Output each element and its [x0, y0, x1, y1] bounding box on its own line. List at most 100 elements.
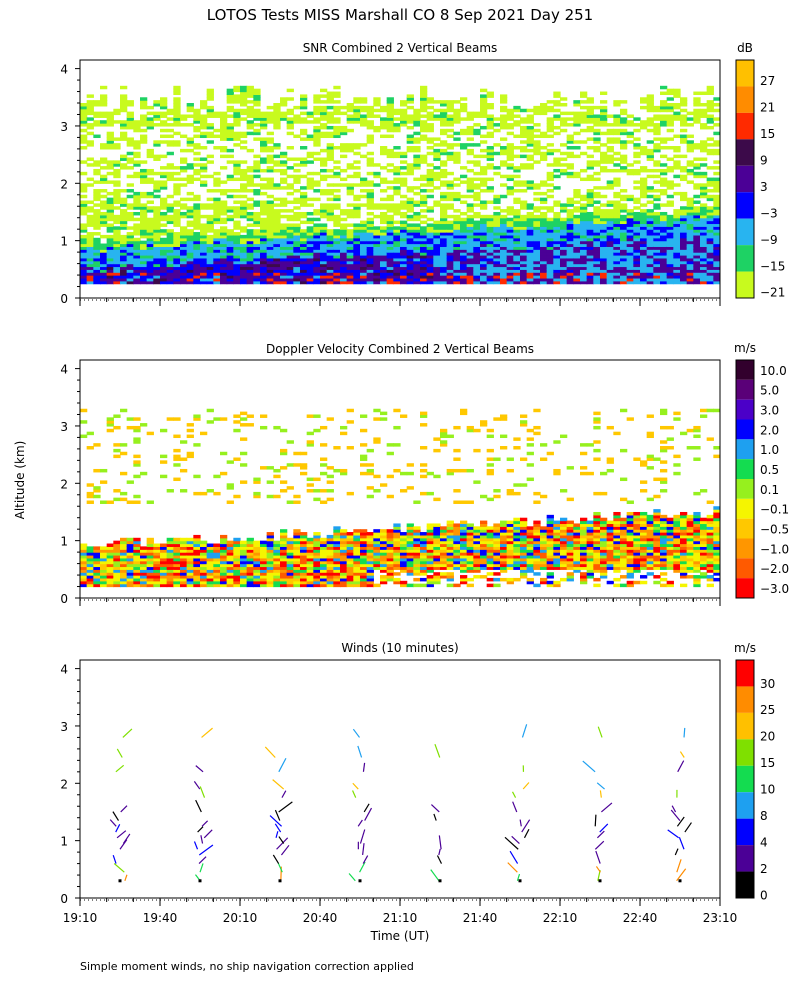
snr-cell — [253, 128, 261, 133]
snr-cell — [706, 246, 714, 250]
snr-cell — [660, 183, 668, 187]
snr-cell — [413, 163, 421, 167]
snr-cell — [433, 137, 441, 141]
snr-cell — [280, 186, 288, 190]
snr-cell — [273, 260, 281, 265]
snr-cell — [553, 229, 561, 233]
snr-cell — [80, 160, 88, 164]
snr-cell — [120, 94, 128, 98]
snr-cell — [380, 229, 388, 233]
snr-cell — [326, 257, 334, 262]
doppler-cell — [173, 557, 181, 562]
snr-cell — [260, 272, 268, 276]
snr-cell — [93, 232, 101, 236]
snr-cell — [340, 131, 348, 136]
snr-cell — [506, 114, 514, 118]
snr-cell — [606, 123, 614, 127]
snr-cell — [566, 211, 574, 216]
snr-cell — [113, 226, 121, 230]
snr-cell — [400, 257, 408, 262]
snr-cell — [286, 246, 294, 250]
snr-cell — [246, 277, 254, 282]
snr-cell — [306, 151, 314, 156]
snr-cell — [666, 229, 674, 233]
snr-cell — [540, 243, 548, 247]
snr-cell — [120, 275, 128, 279]
snr-cell — [666, 260, 674, 265]
snr-cell — [253, 137, 261, 141]
snr-cell — [486, 275, 494, 279]
doppler-cell — [300, 557, 308, 562]
snr-cell — [306, 263, 314, 268]
snr-cell — [626, 134, 634, 139]
snr-cell — [86, 269, 94, 273]
snr-cell — [660, 163, 668, 167]
snr-cell — [86, 157, 94, 161]
snr-cell — [466, 183, 474, 187]
snr-cell — [360, 177, 368, 182]
snr-cell — [386, 186, 394, 190]
snr-cell — [166, 275, 174, 279]
snr-cell — [613, 183, 621, 187]
doppler-cell — [100, 546, 108, 550]
snr-cell — [213, 134, 221, 139]
doppler-cell — [260, 554, 268, 559]
snr-cell — [346, 117, 354, 121]
snr-cell — [160, 269, 168, 273]
snr-cell — [440, 131, 448, 136]
snr-cell — [206, 220, 214, 225]
snr-cell — [133, 125, 141, 130]
snr-cell — [126, 114, 134, 118]
snr-cell — [420, 237, 428, 242]
snr-cell — [520, 183, 528, 187]
snr-cell — [380, 123, 388, 127]
snr-cell — [106, 260, 114, 265]
snr-cell — [620, 277, 628, 282]
snr-cell — [646, 220, 654, 225]
snr-cell — [186, 177, 194, 182]
snr-cell — [153, 100, 161, 104]
snr-cell — [526, 229, 534, 233]
snr-cell — [326, 260, 334, 265]
doppler-cell — [166, 566, 174, 570]
snr-cell — [653, 263, 661, 268]
snr-cell — [500, 226, 508, 230]
snr-cell — [386, 105, 394, 110]
snr-cell — [240, 108, 248, 113]
snr-cell — [206, 94, 214, 98]
snr-cell — [80, 229, 88, 233]
snr-cell — [646, 168, 654, 173]
snr-cell — [713, 131, 720, 136]
doppler-cell — [233, 560, 241, 565]
snr-cell — [553, 275, 561, 279]
snr-cell — [513, 223, 521, 227]
snr-cell — [326, 143, 334, 147]
snr-cell — [713, 232, 720, 236]
snr-cell — [686, 203, 694, 207]
doppler-cell — [293, 583, 301, 588]
doppler-cell — [106, 500, 114, 504]
snr-cell — [646, 157, 654, 161]
snr-cell — [153, 214, 161, 219]
snr-cell — [460, 226, 468, 230]
doppler-cell — [306, 489, 314, 493]
snr-cell — [273, 266, 281, 270]
snr-cell — [173, 200, 181, 204]
doppler-cell — [306, 554, 314, 559]
snr-cell — [453, 249, 461, 253]
snr-cell — [673, 174, 681, 179]
snr-cell — [113, 229, 121, 233]
snr-cell — [213, 252, 221, 256]
snr-cell — [520, 277, 528, 282]
snr-cell — [693, 186, 701, 190]
snr-cell — [660, 257, 668, 262]
doppler-cell — [126, 537, 134, 542]
snr-cell — [460, 108, 468, 113]
snr-cell — [360, 260, 368, 265]
snr-cell — [226, 217, 234, 222]
snr-cell — [580, 194, 588, 199]
snr-cell — [193, 220, 201, 225]
snr-cell — [86, 143, 94, 147]
snr-cell — [573, 280, 581, 285]
snr-cell — [693, 100, 701, 104]
